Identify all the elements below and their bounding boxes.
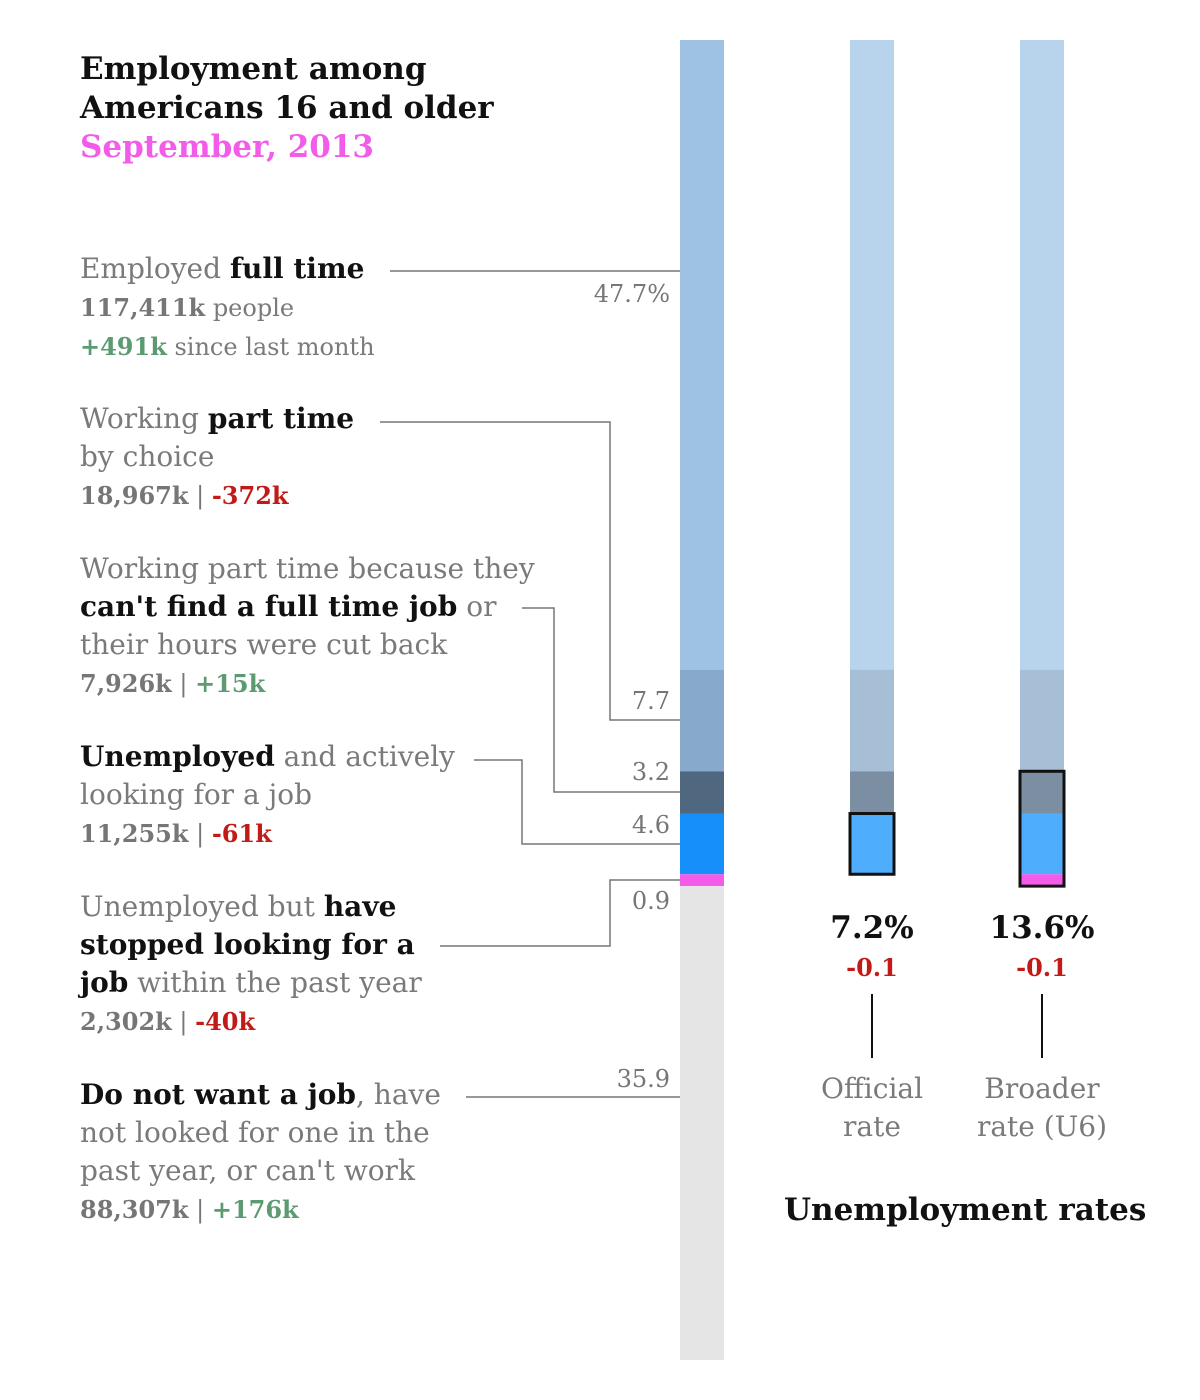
broader-bar-segment-full-time [1020, 40, 1064, 670]
chart-title-line1: Employment among [80, 51, 427, 87]
official-rate-outline [848, 812, 896, 876]
broader-rate-label: Broader rate (U6) [976, 1072, 1108, 1143]
unemployment-rates-title: Unemployment rates [784, 1192, 1147, 1228]
main-bar-segment-part-time-economic [680, 771, 724, 814]
broader-rate-outline [1018, 769, 1066, 888]
broader-bar-segment-unemployed [1020, 813, 1064, 875]
chart-subtitle: September, 2013 [80, 129, 374, 165]
official-bar-segment-full-time [850, 40, 894, 670]
label-do-not-want-job: Do not want a job, have not looked for o… [80, 1078, 441, 1224]
official-rate-change: -0.1 [846, 953, 898, 982]
broader-bar-segment-stopped-looking [1020, 874, 1064, 887]
broader-bar-segment-part-time-choice [1020, 669, 1064, 772]
leader-line-part-time-choice [380, 421, 680, 721]
pct-label-stopped-looking: 0.9 [631, 887, 670, 915]
label-part-time-by-choice: Working part time by choice 18,967k | -3… [80, 402, 355, 510]
main-bar-segment-part-time-choice [680, 669, 724, 772]
pct-label-part-time-economic: 3.2 [631, 758, 670, 786]
broader-bar-segment-part-time-economic [1020, 771, 1064, 814]
broader-rate-value: 13.6% [989, 910, 1095, 946]
label-part-time-economic: Working part time because they can't fin… [80, 552, 535, 698]
main-bar-segment-unemployed [680, 813, 724, 875]
pct-label-full-time: 47.7% [593, 280, 670, 308]
pct-label-do-not-want: 35.9 [616, 1065, 670, 1093]
label-full-time: Employed full time 117,411k people +491k… [80, 252, 375, 361]
official-bar-segment-part-time-choice [850, 669, 894, 772]
pct-label-unemployed: 4.6 [631, 811, 670, 839]
official-rate-label: Official rate [820, 1072, 924, 1143]
pct-label-part-time-choice: 7.7 [631, 687, 670, 715]
chart-title-line2: Americans 16 and older [80, 90, 494, 126]
official-bar-segment-part-time-economic [850, 771, 894, 814]
main-bar-segment-do-not-want [680, 886, 724, 1360]
official-rate-value: 7.2% [830, 910, 914, 946]
leader-line-stopped-looking [440, 879, 680, 947]
leader-line-unemployed [474, 759, 680, 845]
label-stopped-looking: Unemployed but have stopped looking for … [80, 890, 422, 1036]
main-bar-segment-full-time [680, 40, 724, 670]
leader-line-part-time-economic [522, 607, 680, 793]
label-unemployed: Unemployed and actively looking for a jo… [80, 740, 455, 848]
official-bar-segment-unemployed [850, 813, 894, 875]
broader-rate-change: -0.1 [1016, 953, 1068, 982]
main-bar-segment-stopped-looking [680, 874, 724, 887]
